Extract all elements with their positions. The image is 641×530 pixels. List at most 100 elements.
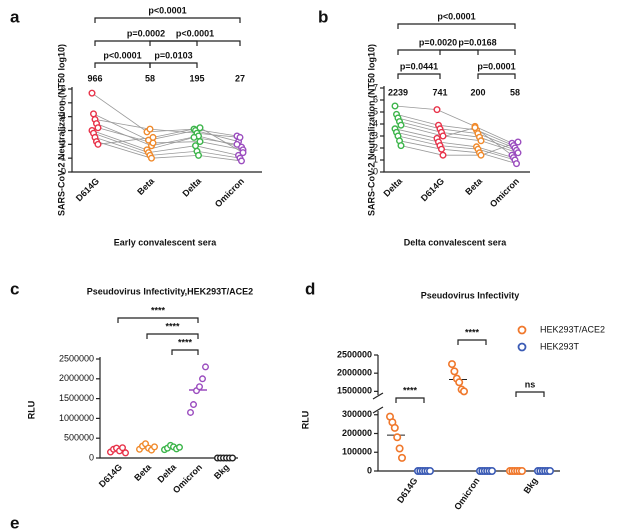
data-point bbox=[149, 133, 157, 141]
legend-marker bbox=[517, 342, 527, 352]
data-point bbox=[477, 151, 485, 159]
data-point bbox=[439, 151, 447, 159]
subject-line bbox=[93, 113, 239, 142]
data-point bbox=[121, 449, 129, 457]
data-point bbox=[118, 444, 126, 452]
titer-label: 195 bbox=[189, 73, 204, 83]
comparison-bracket-label: **** bbox=[403, 385, 418, 395]
y-tick-label: 4 bbox=[61, 111, 66, 121]
subject-line bbox=[94, 137, 241, 159]
legend-label: HEK293T bbox=[540, 341, 580, 351]
comparison-bracket-label: ns bbox=[525, 379, 536, 389]
data-point bbox=[397, 453, 406, 462]
data-point bbox=[149, 139, 157, 147]
panel-label: a bbox=[10, 7, 20, 26]
comparison-bracket-label: **** bbox=[465, 327, 480, 337]
comparison-bracket bbox=[94, 17, 241, 23]
comparison-bracket bbox=[117, 317, 199, 323]
subject-line bbox=[94, 119, 241, 138]
titer-label: 966 bbox=[87, 73, 102, 83]
subject-line bbox=[97, 127, 244, 153]
data-point bbox=[487, 466, 496, 475]
data-point bbox=[195, 383, 203, 391]
comparison-bracket-label: **** bbox=[151, 305, 166, 315]
y-tick-label: 1000000 bbox=[59, 413, 94, 423]
panel-label: b bbox=[318, 7, 328, 26]
y-tick-label: 1500000 bbox=[59, 393, 94, 403]
comparison-bracket bbox=[477, 73, 516, 79]
subject-line bbox=[91, 92, 238, 137]
data-point bbox=[236, 133, 244, 141]
data-point bbox=[390, 423, 399, 432]
comparison-bracket bbox=[515, 391, 545, 397]
comparison-bracket bbox=[171, 349, 199, 355]
data-point bbox=[228, 454, 236, 462]
data-point bbox=[198, 375, 206, 383]
y-tick-label: 6 bbox=[373, 94, 378, 104]
data-point bbox=[433, 106, 441, 114]
comparison-bracket bbox=[397, 73, 441, 79]
y-tick-label: 7 bbox=[373, 82, 378, 92]
y-tick-label: 5 bbox=[61, 97, 66, 107]
panel-label: c bbox=[10, 279, 19, 298]
data-point bbox=[190, 133, 198, 141]
comparison-bracket-label: p=0.0103 bbox=[154, 50, 192, 60]
data-point bbox=[517, 466, 526, 475]
data-point bbox=[393, 433, 402, 442]
data-point bbox=[514, 149, 522, 157]
comparison-bracket-label: **** bbox=[178, 337, 193, 347]
data-point bbox=[189, 401, 197, 409]
titer-label: 200 bbox=[470, 87, 485, 97]
y-tick-label: 1 bbox=[61, 153, 66, 163]
y-axis-label: SARS-CoV-2 Neutralization (NT50 log10) bbox=[366, 44, 376, 216]
y-axis-label: SARS-CoV-2 Neutralization (NT50 log10) bbox=[56, 44, 66, 216]
data-point bbox=[513, 160, 521, 168]
panel-label: e bbox=[10, 513, 19, 530]
comparison-bracket bbox=[395, 397, 425, 403]
data-point bbox=[88, 89, 96, 97]
data-point bbox=[397, 121, 405, 129]
comparison-bracket-label: p<0.0001 bbox=[148, 5, 186, 15]
comparison-bracket-label: p<0.0001 bbox=[437, 11, 475, 21]
data-point bbox=[147, 154, 155, 162]
titer-label: 27 bbox=[235, 73, 245, 83]
panel-label: d bbox=[305, 279, 315, 298]
y-tick-label: 200000 bbox=[342, 428, 372, 438]
data-point bbox=[395, 444, 404, 453]
data-point bbox=[450, 367, 459, 376]
subject-line bbox=[394, 127, 513, 156]
y-tick-label: 2500000 bbox=[59, 353, 94, 363]
y-tick-label: 500000 bbox=[64, 433, 94, 443]
data-point bbox=[425, 466, 434, 475]
comparison-bracket bbox=[397, 23, 516, 29]
y-tick-label: 3 bbox=[373, 130, 378, 140]
data-point bbox=[438, 145, 446, 153]
y-tick-label: 300000 bbox=[342, 409, 372, 419]
data-point bbox=[239, 149, 247, 157]
data-point bbox=[186, 408, 194, 416]
data-point bbox=[146, 125, 154, 133]
subject-line bbox=[396, 132, 514, 158]
data-point bbox=[191, 142, 199, 150]
x-axis-label: Delta convalescent sera bbox=[404, 237, 508, 247]
data-point bbox=[477, 137, 485, 145]
data-point bbox=[175, 443, 183, 451]
data-point bbox=[391, 102, 399, 110]
comparison-bracket-label: p<0.0001 bbox=[176, 28, 214, 38]
data-point bbox=[397, 142, 405, 150]
data-point bbox=[471, 124, 479, 132]
subject-line bbox=[400, 141, 519, 156]
axis-break bbox=[372, 392, 384, 414]
data-point bbox=[545, 466, 554, 475]
comparison-bracket bbox=[94, 40, 198, 46]
comparison-bracket-label: p=0.0020 bbox=[419, 37, 457, 47]
legend-marker bbox=[517, 325, 527, 335]
data-point bbox=[94, 124, 102, 132]
y-tick-label: 100000 bbox=[342, 447, 372, 457]
data-point bbox=[447, 360, 456, 369]
y-tick-label: 4 bbox=[373, 118, 378, 128]
y-tick-label: 6 bbox=[61, 83, 66, 93]
